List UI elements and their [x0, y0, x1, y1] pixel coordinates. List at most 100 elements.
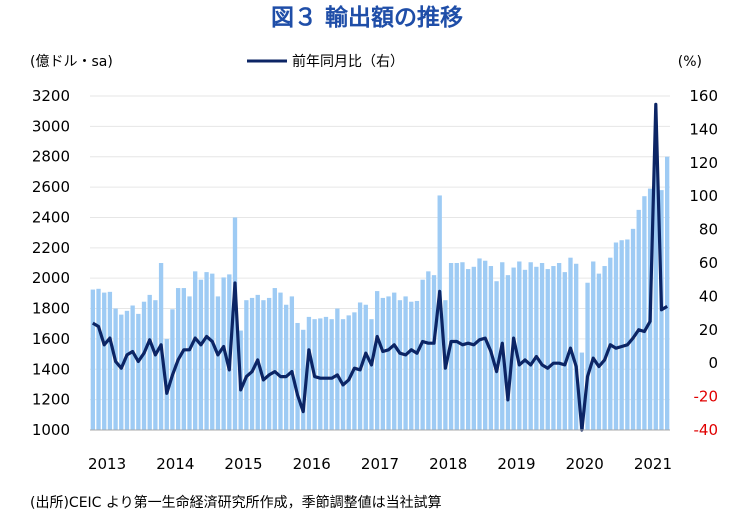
right-tick-label: 120 — [689, 154, 718, 172]
bar — [369, 319, 374, 430]
right-tick-label: 40 — [699, 287, 718, 305]
bar — [266, 297, 272, 430]
bar — [403, 296, 408, 430]
left-tick-label: 1400 — [32, 360, 70, 378]
bar — [284, 304, 289, 430]
bar — [483, 260, 488, 430]
bar — [528, 262, 533, 430]
left-tick-label: 1000 — [32, 421, 70, 439]
bar — [181, 288, 186, 430]
right-tick-label: 100 — [689, 187, 718, 205]
bar — [170, 309, 175, 430]
bar — [380, 297, 386, 430]
bar — [113, 308, 118, 430]
yoy-line — [91, 102, 669, 432]
right-tick-label: -20 — [694, 388, 719, 406]
bar — [568, 257, 573, 430]
bar — [187, 296, 192, 430]
bar — [585, 282, 590, 430]
left-tick-label: 1800 — [32, 300, 70, 318]
bar — [244, 300, 249, 430]
bar — [505, 275, 511, 430]
bar — [397, 300, 403, 430]
x-tick-label: 2014 — [156, 455, 194, 473]
bar — [642, 196, 647, 430]
bar — [340, 319, 346, 430]
x-tick-label: 2016 — [293, 455, 331, 473]
right-tick-label: 60 — [699, 254, 718, 272]
bar — [306, 316, 312, 430]
left-tick-label: 2800 — [32, 148, 70, 166]
bar — [153, 300, 158, 430]
left-tick-label: 1200 — [32, 391, 70, 409]
bar — [301, 329, 306, 430]
bar — [579, 352, 585, 430]
left-tick-label: 1600 — [32, 330, 70, 348]
bar — [465, 269, 471, 430]
bar — [420, 279, 425, 430]
bar — [494, 281, 499, 430]
x-tick-label: 2021 — [634, 455, 672, 473]
legend-line-label: 前年同月比（右） — [292, 53, 404, 70]
x-tick-label: 2017 — [361, 455, 399, 473]
x-tick-label: 2019 — [497, 455, 535, 473]
bar — [539, 263, 545, 430]
bar — [141, 301, 147, 430]
bar — [136, 313, 141, 430]
bar — [392, 292, 397, 430]
bar — [556, 263, 562, 430]
right-tick-label: 160 — [689, 87, 718, 105]
bar — [625, 239, 630, 430]
bar — [119, 314, 124, 430]
right-tick-label: 0 — [708, 354, 718, 372]
bar — [596, 273, 602, 430]
bar — [574, 263, 579, 430]
left-axis-ticks: 1000 1200 1400 1600 1800 2000 2200 2400 2600 2800… — [32, 87, 70, 439]
bar — [210, 273, 215, 430]
bar — [426, 271, 431, 430]
bar — [249, 297, 255, 430]
right-tick-label: -40 — [694, 421, 719, 439]
bar — [198, 279, 204, 430]
bar — [454, 263, 459, 430]
right-axis-label: (%) — [678, 54, 702, 70]
right-tick-label: 20 — [699, 321, 718, 339]
bar — [102, 292, 107, 430]
bar — [318, 318, 323, 430]
left-tick-label: 2200 — [32, 239, 70, 257]
right-axis-ticks: -40 -20 0 20 40 60 80 100 120 140 160 — [689, 87, 718, 439]
left-tick-label: 3200 — [32, 87, 70, 105]
bar — [221, 277, 226, 430]
x-tick-label: 2020 — [566, 455, 604, 473]
bar — [193, 271, 198, 430]
x-tick-label: 2015 — [224, 455, 262, 473]
bar — [90, 289, 96, 430]
chart-title: 図３ 輸出額の推移 — [271, 4, 463, 31]
x-tick-label: 2018 — [429, 455, 467, 473]
bar — [261, 300, 266, 430]
bar — [522, 269, 528, 430]
bar — [386, 296, 391, 430]
bar — [551, 266, 556, 430]
line-series-group — [91, 102, 669, 432]
source-note: (出所)CEIC より第一生命経済研究所作成，季節調整値は当社試算 — [30, 494, 442, 511]
bar — [147, 294, 152, 430]
bar — [96, 288, 101, 430]
bar — [431, 275, 437, 430]
bar — [414, 300, 420, 430]
bar — [278, 292, 283, 430]
bar-series — [90, 155, 670, 430]
bar — [517, 261, 522, 430]
bar — [374, 291, 380, 430]
bar — [562, 272, 567, 430]
bar — [289, 296, 295, 430]
bar — [272, 288, 277, 430]
bar — [232, 217, 238, 430]
right-tick-label: 80 — [699, 221, 718, 239]
bar — [335, 308, 340, 430]
bar — [619, 240, 624, 430]
bar — [471, 266, 476, 430]
x-axis-ticks: 2013 2014 2015 2016 2017 2018 2019 2020 2021 — [88, 455, 672, 473]
